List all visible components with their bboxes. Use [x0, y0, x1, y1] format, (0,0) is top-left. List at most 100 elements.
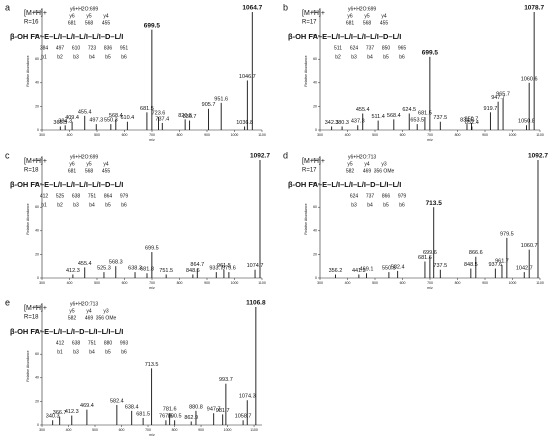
precursor: [M+H]+ — [302, 158, 325, 165]
b-ion-name: b5 — [105, 54, 111, 60]
x-tick-label: 1000 — [509, 133, 517, 137]
precursor: [M+H]+ — [302, 10, 325, 17]
x-tick-label: 700 — [149, 133, 155, 137]
peak-label: 905.7 — [202, 102, 216, 108]
peak-label: 681.8 — [140, 267, 154, 273]
y-tick-label: 20 — [35, 104, 39, 108]
sequence: β-OH FA–E–L/I–L/I–L/I–L/I–D–L/I — [288, 32, 401, 41]
y-tick-label: 20 — [313, 252, 317, 256]
peak-label: 469.1 — [360, 267, 374, 273]
peak-label: 933.7 — [209, 266, 223, 272]
y-ion-name: y4 — [364, 161, 370, 167]
peak-label: 681.5 — [140, 106, 154, 112]
peak-label: 800.5 — [168, 414, 182, 420]
peak-label: 1106.8 — [246, 300, 266, 307]
y-tick-label: 80 — [313, 34, 317, 38]
y-tick-label: 0 — [315, 276, 317, 280]
y-ion-mass: 582 — [68, 315, 77, 321]
peak-label: 511.4 — [371, 114, 384, 120]
y-tick-label: 60 — [313, 205, 317, 209]
y-tick-label: 20 — [35, 252, 39, 256]
y-axis-label: Relative Abundance — [304, 55, 308, 86]
b-ion-mass: 638 — [72, 340, 81, 346]
b-ion-name: b6 — [121, 349, 127, 355]
y-tick-label: 100 — [33, 158, 39, 162]
peak-label: 412.3 — [65, 409, 79, 415]
b-ion-mass: 751 — [88, 340, 97, 346]
x-tick-label: 1000 — [231, 281, 239, 285]
peak-label: 699.5 — [422, 50, 439, 57]
r-value: R=16 — [24, 20, 39, 26]
peak-label: 951.6 — [214, 96, 228, 102]
x-tick-label: 700 — [145, 428, 151, 432]
peak-label: 409.4 — [65, 115, 79, 121]
b-ion-mass: 979 — [120, 193, 129, 199]
x-tick-label: 1100 — [250, 428, 258, 432]
y-tick-label: 100 — [311, 158, 317, 162]
b-ion-mass: 751 — [88, 193, 97, 199]
peak-label: 848.6 — [186, 268, 200, 274]
b-ion-name: b2 — [57, 54, 63, 60]
y-tick-label: 80 — [35, 182, 39, 186]
b-ion-name: b4 — [89, 202, 95, 208]
y-ion-mass: 356 OMe — [374, 168, 395, 174]
x-tick-label: 400 — [66, 428, 72, 432]
b-ion-name: b6 — [121, 54, 127, 60]
y-tick-label: 40 — [313, 81, 317, 85]
peak-label: 737.5 — [433, 115, 447, 121]
peak-label: 836.7 — [183, 114, 197, 120]
x-tick-label: 900 — [198, 428, 204, 432]
x-tick-label: 500 — [92, 428, 98, 432]
peak-label: 455.4 — [356, 107, 370, 113]
y-note: y6+H2O:713 — [70, 301, 98, 307]
y-ion-name: y5 — [364, 13, 370, 19]
b-ion-mass: 723 — [88, 45, 97, 51]
peak-label: 340.3 — [46, 414, 60, 420]
panel-letter: b — [283, 2, 288, 12]
y-ion-mass: 455 — [102, 20, 111, 26]
x-tick-label: 800 — [455, 281, 461, 285]
x-tick-label: 700 — [427, 133, 433, 137]
b-ion-name: b5 — [105, 202, 111, 208]
y-ion-mass: 568 — [85, 20, 94, 26]
peak-label: 965.7 — [496, 92, 510, 98]
peak-label: 681.5 — [418, 110, 432, 116]
peak-label: 568.4 — [109, 113, 123, 119]
x-axis-label: m/z — [427, 286, 433, 290]
x-tick-label: 500 — [372, 281, 378, 285]
b-ion-name: b3 — [73, 54, 79, 60]
y-ion-name: y6 — [69, 13, 75, 19]
b-ion-mass: 737 — [366, 193, 375, 199]
peak-label: 638.4 — [125, 404, 139, 410]
x-tick-label: 1100 — [258, 281, 266, 285]
peak-label: 723.6 — [152, 110, 166, 116]
peak-label: 1078.7 — [524, 5, 544, 12]
x-tick-label: 800 — [455, 133, 461, 137]
peak-label: 1092.7 — [250, 153, 270, 160]
b-ion-mass: 412 — [40, 193, 49, 199]
panel-letter: c — [5, 150, 10, 160]
sequence: β-OH FA–E–L/I–L/I–L/I–D–L/I–L/I — [288, 180, 401, 189]
x-tick-label: 900 — [204, 281, 210, 285]
b-ion-name: b5 — [383, 54, 389, 60]
y-ion-mass: 681 — [346, 20, 355, 26]
b-ion-name: b1 — [41, 54, 47, 60]
precursor: [M+H]+ — [24, 305, 47, 312]
x-tick-label: 600 — [400, 281, 406, 285]
x-axis-label: m/z — [427, 138, 433, 142]
b-ion-name: b6 — [399, 54, 405, 60]
peak-label: 866.6 — [469, 250, 483, 256]
y-tick-label: 60 — [35, 352, 39, 356]
b-ion-mass: 866 — [382, 193, 391, 199]
peak-label: 979.6 — [222, 266, 236, 272]
y-ion-name: y5 — [347, 161, 353, 167]
peak-label: 848.5 — [464, 262, 478, 268]
x-tick-label: 1100 — [258, 133, 266, 137]
r-value: R=17 — [302, 168, 317, 174]
peak-label: 342.3 — [325, 120, 339, 126]
y-ion-name: y6 — [69, 161, 75, 167]
y-ion-name: y4 — [103, 13, 109, 19]
x-tick-label: 500 — [372, 133, 378, 137]
b-ion-mass: 384 — [40, 45, 49, 51]
peak-label: 366.7 — [53, 410, 67, 416]
